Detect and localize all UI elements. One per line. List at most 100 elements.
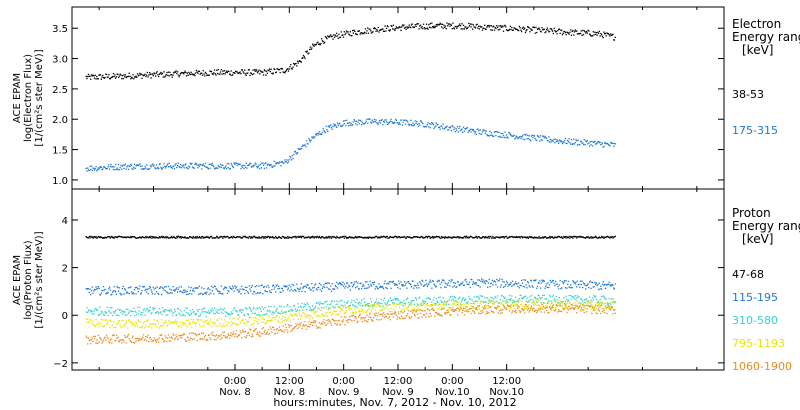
proton-data-point [171,292,173,294]
proton-data-point [118,309,121,311]
proton-data-point [157,237,159,239]
proton-data-point [234,317,236,319]
proton-data-point [158,337,161,339]
proton-data-point [507,301,509,303]
proton-data-point [192,235,194,238]
proton-data-point [195,287,198,289]
proton-data-point [367,287,369,289]
electron-data-point [530,135,533,137]
proton-data-point [291,283,293,286]
proton-data-point [185,325,187,327]
electron-data-point [162,76,164,78]
proton-data-point [397,316,399,318]
proton-data-point [343,316,345,318]
proton-data-point [454,282,456,284]
proton-data-point [262,237,265,239]
proton-data-point [268,236,270,238]
proton-data-point [112,290,115,292]
proton-data-point [224,286,226,288]
electron-data-point [604,142,607,144]
proton-data-point [328,237,330,239]
proton-data-point [132,311,134,313]
proton-data-point [536,237,539,239]
proton-data-point [408,304,410,306]
electron-data-point [403,119,405,121]
electron-data-point [269,165,271,167]
proton-data-point [613,236,616,238]
proton-data-point [538,282,540,284]
proton-data-point [96,237,99,239]
proton-data-point [481,295,484,298]
proton-data-point [458,310,460,312]
proton-data-point [395,305,397,307]
proton-data-point [192,319,194,321]
electron-data-point [472,28,474,30]
proton-data-point [527,305,529,308]
proton-data-point [169,237,171,239]
electron-data-point [298,60,300,63]
proton-data-point [402,284,404,286]
electron-data-point [447,25,449,27]
proton-data-point [432,237,434,239]
proton-data-point [276,314,278,317]
proton-data-point [609,302,611,304]
electron-data-point [93,75,95,77]
proton-data-point [323,284,325,286]
proton-data-point [552,237,554,239]
proton-data-point [576,295,579,297]
proton-data-point [360,318,362,320]
proton-data-point [548,302,550,304]
proton-data-point [518,282,520,284]
proton-data-point [142,334,145,336]
proton-data-point [441,308,443,310]
proton-data-point [227,322,229,324]
electron-data-point [421,121,423,123]
electron-data-point [207,74,209,76]
proton-data-point [366,281,368,283]
proton-data-point [481,309,484,311]
proton-data-point [508,283,510,286]
proton-data-point [158,312,160,315]
electron-data-point [552,140,554,143]
proton-data-point [192,290,194,292]
proton-data-point [244,235,247,238]
proton-data-point [385,316,388,318]
electron-data-point [296,65,298,67]
proton-data-point [350,282,352,284]
proton-data-point [405,299,407,301]
electron-data-point [613,39,616,41]
proton-data-point [351,282,353,284]
proton-data-point [484,236,487,238]
proton-data-point [456,236,459,238]
electron-data-point [153,72,155,74]
electron-data-point [435,23,437,26]
proton-data-point [240,237,242,239]
proton-data-point [275,309,278,311]
electron-data-point [192,74,194,76]
electron-data-point [583,139,585,141]
electron-data-point [475,27,477,29]
electron-data-point [102,74,104,77]
proton-data-point [213,293,215,295]
proton-data-point [565,295,567,298]
electron-data-point [233,72,235,74]
proton-data-point [329,320,331,322]
proton-data-point [109,342,111,344]
proton-data-point [410,310,412,312]
proton-data-point [239,288,241,290]
proton-data-point [458,284,460,286]
electron-data-point [253,164,256,167]
proton-data-point [459,306,462,309]
proton-data-point [375,306,377,308]
proton-data-point [353,312,355,314]
proton-data-point [155,236,157,238]
proton-data-point [509,236,511,238]
proton-data-point [135,237,137,239]
proton-data-point [321,303,324,305]
electron-data-point [576,33,579,35]
proton-data-point [301,327,303,330]
electron-data-point [382,120,385,122]
proton-data-point [268,286,270,289]
proton-data-point [315,305,317,307]
electron-data-point [339,36,341,39]
